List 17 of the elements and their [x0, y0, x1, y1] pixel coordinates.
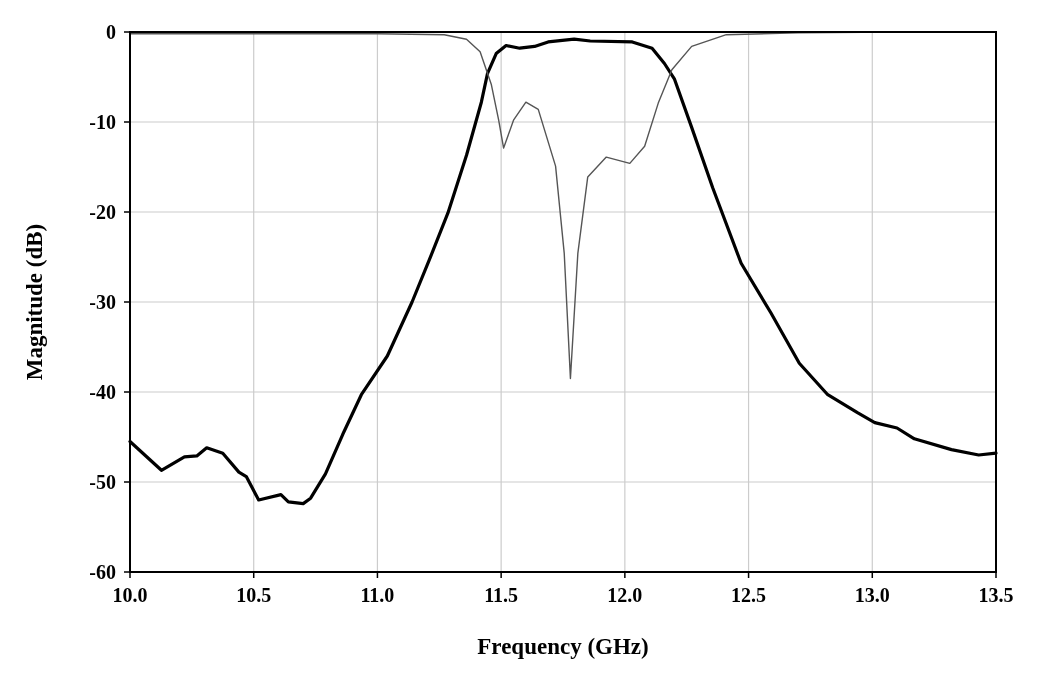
y-tick-label: -20 [89, 201, 116, 223]
x-tick-label: 10.0 [112, 584, 148, 606]
y-tick-label: -40 [89, 381, 116, 403]
x-tick-label: 12.5 [731, 584, 767, 606]
y-tick-label: -50 [89, 471, 116, 493]
x-tick-label: 12.0 [607, 584, 643, 606]
x-tick-label: 10.5 [236, 584, 272, 606]
y-tick-label: -60 [89, 561, 116, 583]
x-tick-label: 13.0 [854, 584, 890, 606]
x-tick-label: 11.0 [360, 584, 395, 606]
y-tick-label: -10 [89, 111, 116, 133]
y-tick-label: -30 [89, 291, 116, 313]
x-tick-label: 11.5 [484, 584, 519, 606]
x-axis-title: Frequency (GHz) [477, 634, 649, 659]
y-axis-title: Magnitude (dB) [22, 223, 47, 381]
x-tick-label: 13.5 [978, 584, 1014, 606]
y-tick-label: 0 [106, 21, 116, 43]
